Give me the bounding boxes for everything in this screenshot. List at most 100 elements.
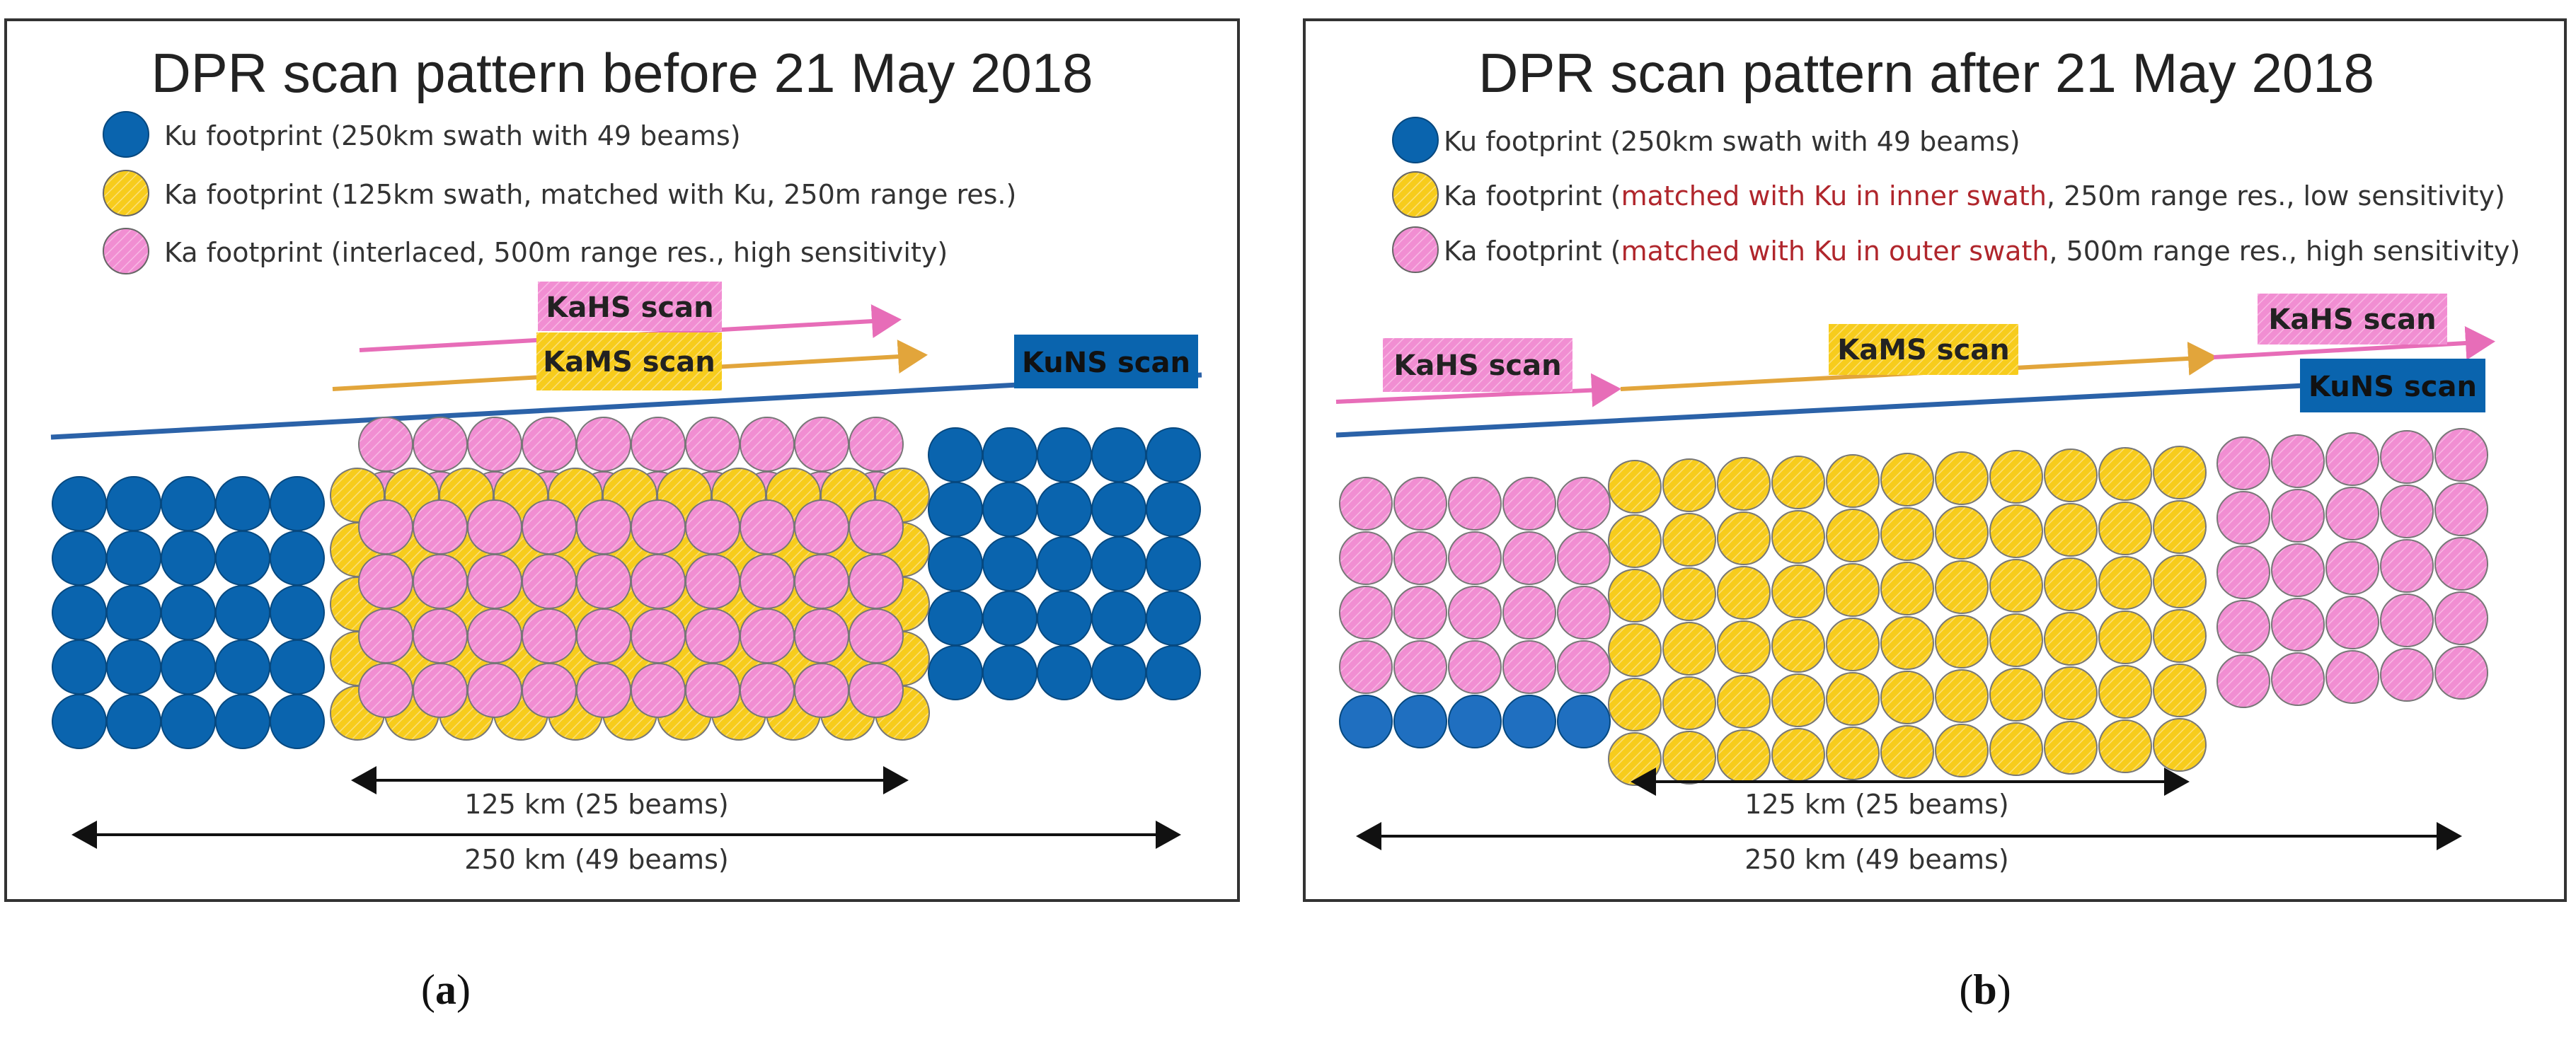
ku-footprint — [1091, 591, 1146, 646]
ka-outer-footprint — [1393, 586, 1447, 639]
ka-interlaced-footprint — [576, 499, 631, 555]
ka-outer-footprint — [1557, 477, 1611, 531]
ku-footprint — [1146, 427, 1201, 482]
ka-inner-footprint — [2044, 612, 2098, 666]
ka-interlaced-footprint — [794, 608, 849, 664]
ka-inner-footprint — [1771, 565, 1825, 618]
legend-b-ka-outer-prefix: Ka footprint ( — [1444, 236, 1621, 267]
ku-footprint — [106, 585, 161, 640]
ku-footprint — [215, 531, 270, 586]
ka-inner-footprint — [1717, 511, 1771, 565]
ka-inner-footprint — [2153, 664, 2207, 717]
ku-footprint — [52, 639, 107, 695]
ku-footprint — [1091, 645, 1146, 700]
ku-footprint — [270, 694, 325, 749]
ku-footprint — [928, 645, 983, 700]
ka-outer-footprint — [1448, 477, 1502, 531]
ku-footprint — [1037, 536, 1092, 591]
caption-b: (b) — [1959, 966, 2011, 1013]
ka-inner-footprint — [1608, 460, 1662, 514]
ku-footprint — [928, 427, 983, 482]
ka-inner-footprint — [1826, 672, 1880, 726]
ka-inner-footprint — [1826, 618, 1880, 671]
ka-outer-footprint — [1557, 586, 1611, 639]
ka-interlaced-footprint — [631, 663, 686, 718]
ka-inner-footprint — [2098, 447, 2152, 501]
ka-inner-footprint — [1989, 450, 2043, 504]
ka-outer-footprint — [1502, 477, 1556, 531]
ka-inner-footprint — [2044, 448, 2098, 502]
ku-footprint — [1146, 482, 1201, 537]
ka-interlaced-footprint — [740, 608, 795, 664]
panel-a-title: DPR scan pattern before 21 May 2018 — [151, 42, 1093, 104]
ka-outer-footprint — [2434, 428, 2488, 482]
ka-inner-footprint — [1771, 673, 1825, 727]
caption-a-letter: a — [435, 966, 456, 1013]
kams-scan-label-box — [536, 332, 722, 390]
ku-footprint — [161, 585, 216, 640]
legend-b-ka-outer-suffix: , 500m range res., high sensitivity) — [2049, 236, 2520, 267]
ka-outer-footprint — [2271, 543, 2325, 597]
ka-inner-footprint — [1880, 562, 1934, 615]
ka-outer-footprint — [2216, 436, 2270, 490]
ka-outer-footprint — [1339, 640, 1393, 694]
ku-footprint — [982, 536, 1037, 591]
legend-b-ka-inner-suffix: , 250m range res., low sensitivity) — [2047, 180, 2505, 212]
kuns-b-scan-label-box — [2300, 359, 2485, 412]
ku-footprint — [215, 585, 270, 640]
ku-footprint — [1037, 591, 1092, 646]
ka-interlaced-footprint — [849, 499, 904, 555]
ka-outer-footprint — [2271, 598, 2325, 652]
legend-ku-swatch — [103, 111, 149, 158]
ku-footprint — [1091, 482, 1146, 537]
legend-b-ka-inner-red: matched with Ku in inner swath — [1621, 180, 2047, 212]
ka-interlaced-footprint — [358, 663, 413, 718]
kuns-scan-label: KuNS scan — [1022, 347, 1190, 379]
ka-inner-footprint — [1989, 559, 2043, 613]
ka-outer-footprint — [2325, 432, 2379, 486]
ka-inner-footprint — [2153, 500, 2207, 554]
ka-inner-footprint — [1662, 731, 1716, 785]
ka-interlaced-footprint — [576, 663, 631, 718]
ka-interlaced-footprint — [685, 608, 740, 664]
ku-footprint — [982, 591, 1037, 646]
ka-outer-footprint — [1339, 586, 1393, 639]
ka-interlaced-footprint — [522, 663, 577, 718]
ka-interlaced-footprint — [413, 554, 468, 609]
kahs-scan-label: KaHS scan — [546, 291, 713, 324]
ku-footprint — [106, 694, 161, 749]
legend-b-ka-inner-swatch — [1392, 171, 1439, 218]
ku-footprint — [270, 585, 325, 640]
ka-inner-footprint — [1935, 669, 1989, 723]
ka-inner-footprint — [1662, 513, 1716, 567]
legend-ka-interlaced-swatch — [103, 228, 149, 274]
ka-interlaced-footprint — [849, 608, 904, 664]
ku-footprint — [161, 694, 216, 749]
ka-inner-footprint — [1935, 506, 1989, 560]
ka-outer-footprint — [1393, 640, 1447, 694]
ka-inner-footprint — [1771, 456, 1825, 509]
ka-outer-footprint — [2325, 487, 2379, 540]
ka-outer-footprint — [2271, 434, 2325, 488]
ka-interlaced-footprint — [740, 554, 795, 609]
ka-interlaced-footprint — [849, 663, 904, 718]
ka-outer-footprint — [2434, 537, 2488, 591]
panel-b-title: DPR scan pattern after 21 May 2018 — [1478, 42, 2374, 104]
panel-a-beam-grid — [52, 417, 1201, 749]
ka-interlaced-footprint — [631, 608, 686, 664]
ka-inner-footprint — [2044, 557, 2098, 611]
ku-footprint — [1502, 695, 1556, 748]
ka-outer-footprint — [1448, 640, 1502, 694]
ka-interlaced-footprint — [685, 554, 740, 609]
ku-footprint — [1146, 536, 1201, 591]
panel-a: DPR scan pattern before 21 May 2018 Ku f… — [4, 18, 1240, 902]
kuns-scan-line — [50, 372, 1202, 440]
ka-outer-footprint — [2271, 652, 2325, 706]
ka-interlaced-footprint — [794, 417, 849, 472]
ka-interlaced-footprint — [467, 417, 522, 472]
ku-footprint — [1146, 591, 1201, 646]
ka-outer-footprint — [2380, 430, 2434, 484]
ka-interlaced-footprint — [631, 499, 686, 555]
ka-interlaced-footprint — [685, 417, 740, 472]
ka-outer-footprint — [2434, 646, 2488, 700]
